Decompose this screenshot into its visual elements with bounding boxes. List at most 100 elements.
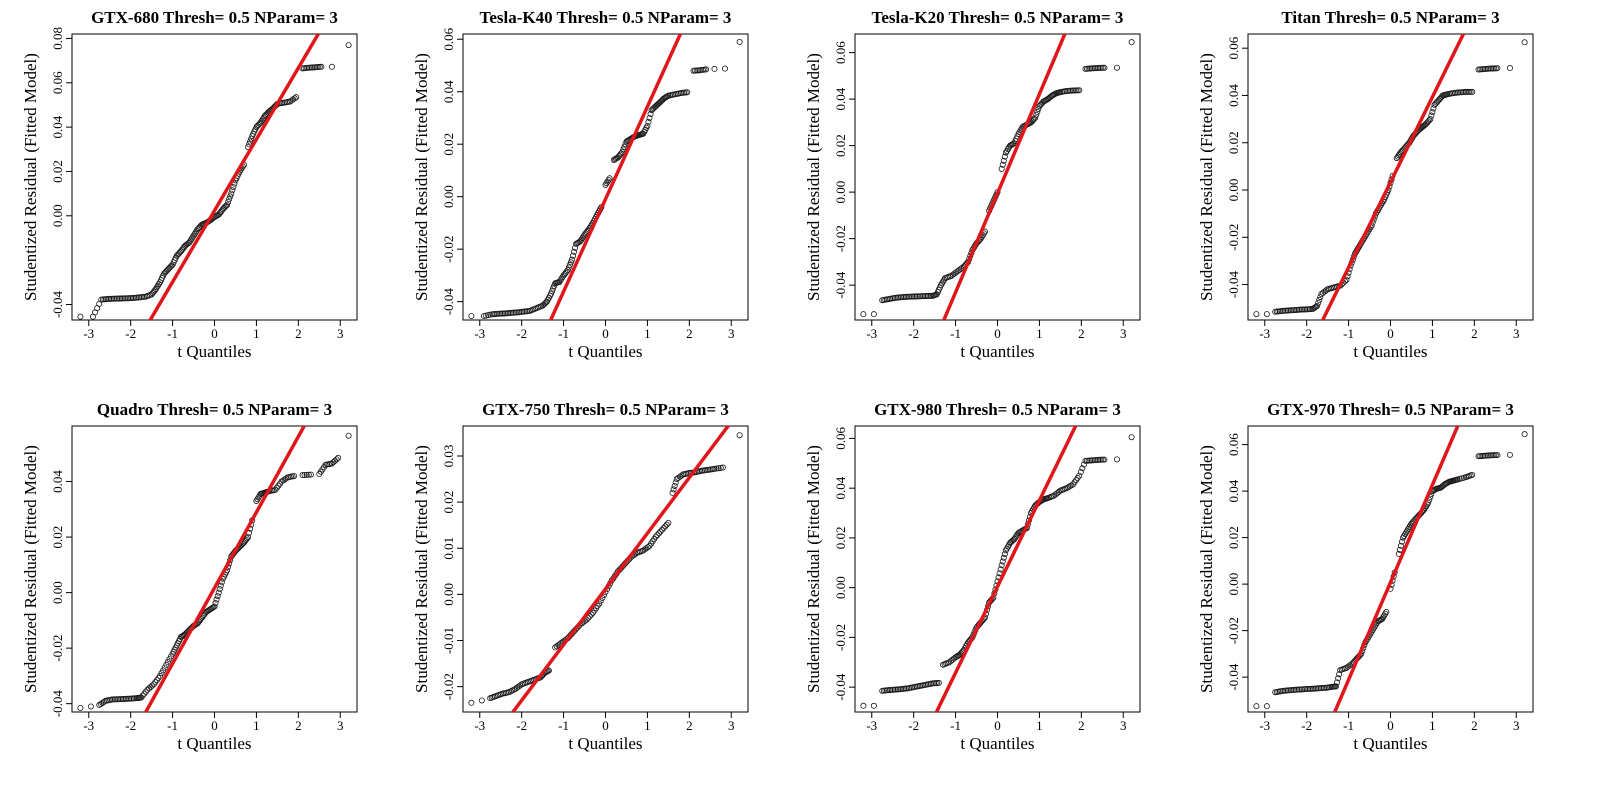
qq-point — [192, 229, 199, 236]
qq-point — [243, 535, 250, 542]
qq-point — [149, 682, 156, 689]
plot-frame — [854, 33, 1141, 321]
x-tick-label: 0 — [211, 326, 218, 341]
y-tick-label: 0.00 — [50, 204, 65, 227]
qq-point — [658, 98, 665, 105]
qq-point — [517, 682, 524, 689]
qq-point — [335, 454, 342, 461]
y-tick-label: 0.04 — [833, 87, 848, 110]
qq-point — [1012, 534, 1019, 541]
data-points — [77, 42, 352, 320]
qq-point — [303, 471, 310, 478]
x-axis-label: t Quantiles — [568, 734, 642, 753]
qq-point — [655, 100, 662, 107]
chart-title: GTX-680 Thresh= 0.5 NParam= 3 — [91, 8, 338, 27]
qq-point — [213, 596, 220, 603]
y-tick-label: 0.00 — [1226, 179, 1241, 202]
qq-point — [230, 183, 237, 190]
data-points — [1253, 431, 1528, 710]
qq-point — [1494, 65, 1501, 72]
x-tick-label: -3 — [474, 326, 485, 341]
y-tick-label: -0.02 — [833, 624, 848, 651]
y-tick-label: -0.04 — [833, 271, 848, 299]
qq-point — [568, 256, 575, 263]
chart-title: Tesla-K20 Thresh= 0.5 NParam= 3 — [872, 8, 1124, 27]
qq-point — [1428, 112, 1435, 119]
x-tick-label: -2 — [1301, 326, 1312, 341]
x-tick-label: 2 — [295, 718, 302, 733]
x-tick-label: 3 — [728, 718, 735, 733]
y-tick-label: -0.02 — [50, 635, 65, 662]
x-tick-label: 0 — [1387, 718, 1394, 733]
x-tick-label: 2 — [1078, 718, 1085, 733]
qq-point — [307, 471, 314, 478]
qq-point — [1101, 456, 1108, 463]
y-tick-label: 0.06 — [833, 41, 848, 64]
qq-point — [318, 63, 325, 70]
qq-point — [146, 685, 153, 692]
qq-point — [226, 196, 233, 203]
qq-point — [331, 457, 338, 464]
qq-point — [1079, 465, 1086, 472]
y-tick-label: 0.00 — [833, 576, 848, 599]
chart-title: Quadro Thresh= 0.5 NParam= 3 — [97, 400, 332, 419]
qq-point — [565, 264, 572, 271]
qq-point — [671, 482, 678, 489]
qq-point — [588, 611, 595, 618]
qq-panel-1: Tesla-K40 Thresh= 0.5 NParam= 3 t Quantil… — [412, 8, 749, 361]
y-tick-label: -0.02 — [833, 225, 848, 252]
qq-point — [1113, 456, 1120, 463]
qq-point — [870, 311, 877, 318]
qq-point — [1009, 538, 1016, 545]
qq-point — [660, 525, 667, 532]
x-tick-label: -1 — [558, 326, 569, 341]
qq-point — [713, 465, 720, 472]
x-tick-label: 0 — [602, 326, 609, 341]
qq-panel-6: GTX-980 Thresh= 0.5 NParam= 3 t Quantiles… — [804, 400, 1141, 753]
y-tick-label: -0.02 — [1226, 224, 1241, 251]
qq-point — [579, 235, 586, 242]
qq-point — [152, 285, 159, 292]
chart-title: Tesla-K40 Thresh= 0.5 NParam= 3 — [480, 8, 732, 27]
qq-point — [258, 118, 265, 125]
y-tick-label: 0.00 — [50, 581, 65, 604]
qq-point — [719, 464, 726, 471]
x-tick-label: 1 — [1036, 326, 1043, 341]
y-tick-label: 0.02 — [1226, 526, 1241, 549]
x-tick-label: 2 — [1471, 718, 1478, 733]
qq-point — [571, 248, 578, 255]
qq-point — [621, 143, 628, 150]
qq-point — [229, 187, 236, 194]
qq-point — [646, 114, 653, 121]
qq-point — [215, 589, 222, 596]
qq-point — [245, 534, 252, 541]
y-tick-label: 0.06 — [1226, 36, 1241, 59]
qq-point — [541, 300, 548, 307]
y-tick-label: 0.04 — [1226, 479, 1241, 502]
qq-point — [1033, 111, 1040, 118]
x-tick-label: -2 — [125, 718, 136, 733]
qq-point — [189, 234, 196, 241]
qq-point — [96, 702, 103, 709]
qq-point — [955, 652, 962, 659]
x-axis-label: t Quantiles — [960, 342, 1034, 361]
qq-point — [1066, 483, 1073, 490]
y-tick-label: 0.01 — [441, 537, 456, 560]
x-tick-label: -3 — [474, 718, 485, 733]
qq-point — [227, 193, 234, 200]
y-axis-label: Studentized Residual (Fitted Model) — [804, 53, 823, 301]
qq-point — [684, 89, 691, 96]
y-tick-label: 0.06 — [441, 27, 456, 50]
plot-frame — [1247, 425, 1534, 713]
qq-point — [1396, 546, 1403, 553]
qq-point — [998, 165, 1005, 172]
qq-point — [1113, 64, 1120, 71]
qq-point — [168, 262, 175, 269]
qq-point — [656, 99, 663, 106]
qq-point — [1317, 293, 1324, 300]
qq-panel-4: Quadro Thresh= 0.5 NParam= 3 t Quantiles S… — [21, 400, 358, 753]
x-tick-label: 2 — [686, 326, 693, 341]
qq-point — [141, 690, 148, 697]
qq-point — [1464, 88, 1471, 95]
x-tick-label: 1 — [1429, 326, 1436, 341]
